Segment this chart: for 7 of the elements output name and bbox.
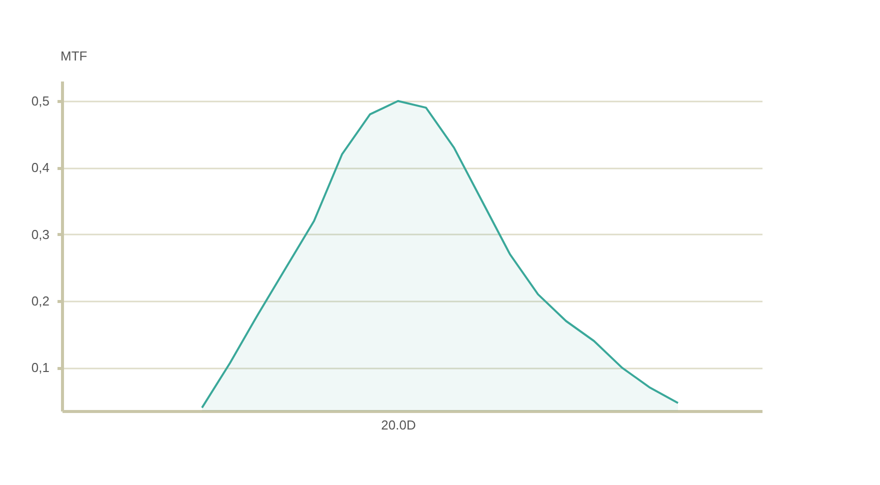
y-tick-label: 0,4 bbox=[31, 160, 50, 176]
y-tick-label: 0,5 bbox=[31, 94, 50, 108]
y-tick-label: 0,1 bbox=[31, 360, 50, 376]
x-tick-label: 20.0D bbox=[381, 418, 416, 432]
y-axis-title: MTF bbox=[60, 48, 88, 64]
y-tick-label: 0,3 bbox=[31, 226, 50, 242]
y-tick-label: 0,2 bbox=[31, 294, 50, 308]
